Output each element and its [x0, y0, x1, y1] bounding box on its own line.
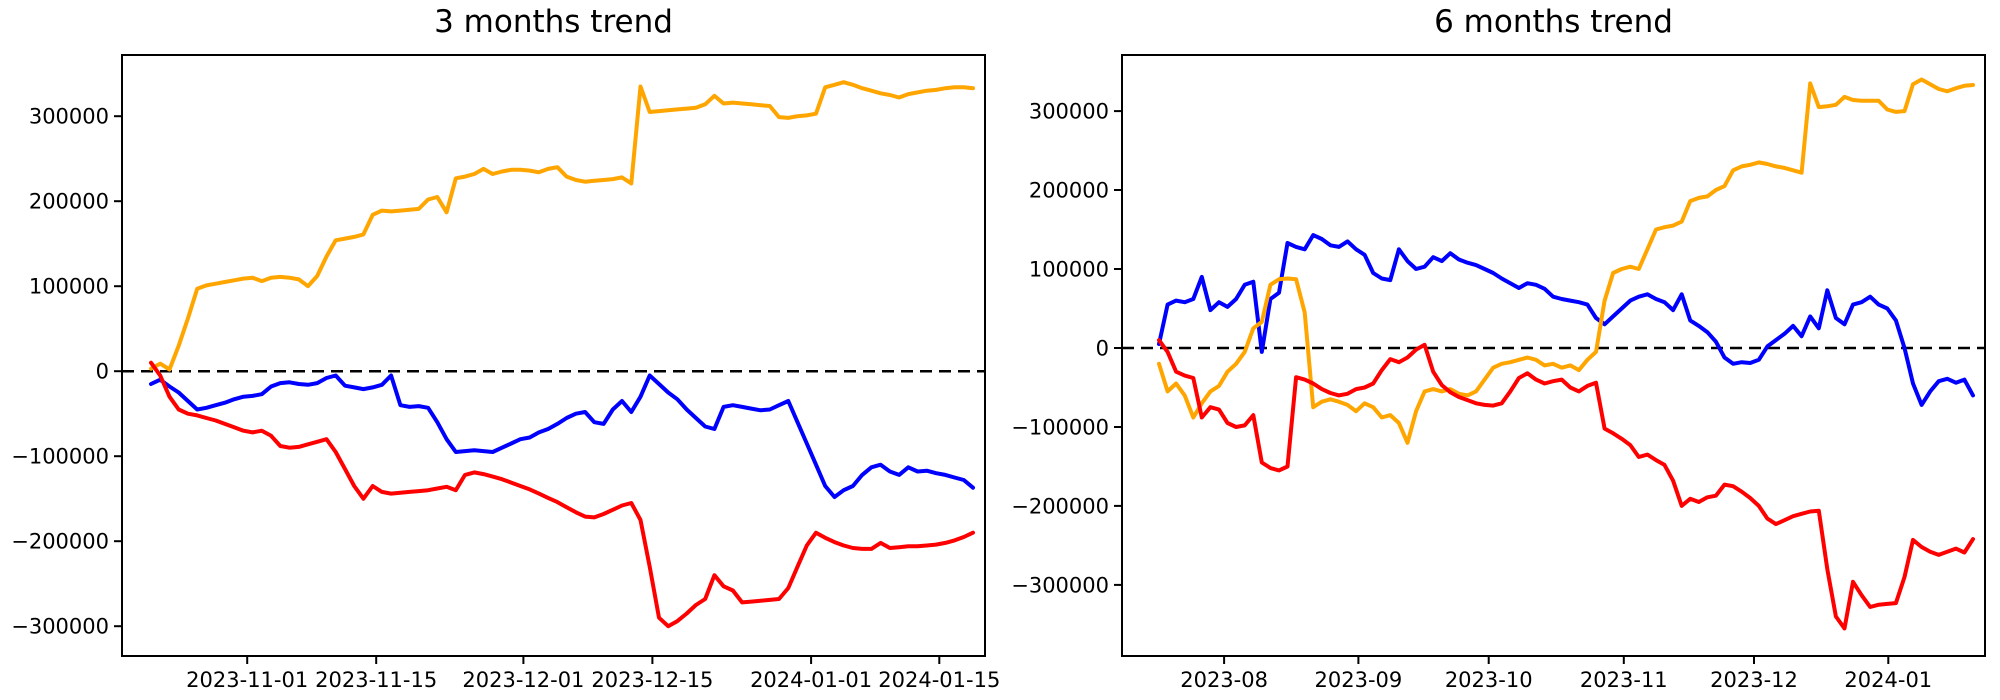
plot-area-6-months: 2023-08 2023-09 2023-10 2023-11 2023-12 2024-… [1011, 54, 1986, 692]
orange-series-line [149, 80, 975, 372]
y-tick-label: 100000 [1029, 258, 1109, 282]
y-tick-label: 300000 [29, 105, 109, 129]
y-tick-label: −300000 [1011, 573, 1109, 597]
x-tick-label: 2023-08 [1180, 668, 1268, 692]
x-tick-label: 2023-11-01 [186, 668, 308, 692]
chart-6-months: 6 months trend 2023-08 2023-09 2023-10 2023… [1000, 0, 2000, 700]
y-tick-label: 100000 [29, 275, 109, 299]
y-tick-label: 200000 [1029, 179, 1109, 203]
chart-title-6-months: 6 months trend [1434, 4, 1673, 40]
blue-series-line [1157, 233, 1975, 407]
blue-series-line [149, 373, 975, 499]
y-tick-label: −100000 [11, 445, 109, 469]
red-series-line [1157, 338, 1975, 631]
chart-title-3-months: 3 months trend [434, 4, 673, 40]
x-tick-label: 2024-01-15 [878, 668, 1000, 692]
x-tick-label: 2023-11-15 [315, 668, 437, 692]
axes-spines [121, 54, 986, 657]
x-tick-label: 2023-12-01 [462, 668, 584, 692]
chart-3-months: 3 months trend 2023-11-01 2023-11-15 2023-… [11, 4, 1000, 692]
y-tick-label: −200000 [1011, 494, 1109, 518]
x-tick-label: 2023-12 [1710, 668, 1798, 692]
axes-spines [1121, 54, 1986, 657]
y-tick-label: −200000 [11, 530, 109, 554]
y-tick-label: 0 [1096, 337, 1109, 361]
red-series-line [149, 360, 975, 629]
y-tick-label: −300000 [11, 615, 109, 639]
y-tick-label: −100000 [1011, 416, 1109, 440]
x-tick-label: 2024-01 [1844, 668, 1932, 692]
plot-area-3-months: 2023-11-01 2023-11-15 2023-12-01 2023-12-15… [11, 54, 1000, 692]
x-tick-label: 2023-12-15 [591, 668, 713, 692]
x-tick-label: 2023-09 [1315, 668, 1403, 692]
x-tick-label: 2023-10 [1445, 668, 1533, 692]
x-tick-label: 2024-01-01 [750, 668, 872, 692]
y-tick-label: 0 [96, 360, 109, 384]
x-tick-label: 2023-11 [1580, 668, 1668, 692]
orange-series-line [1157, 77, 1975, 445]
y-tick-label: 200000 [29, 190, 109, 214]
y-tick-label: 300000 [1029, 100, 1109, 124]
